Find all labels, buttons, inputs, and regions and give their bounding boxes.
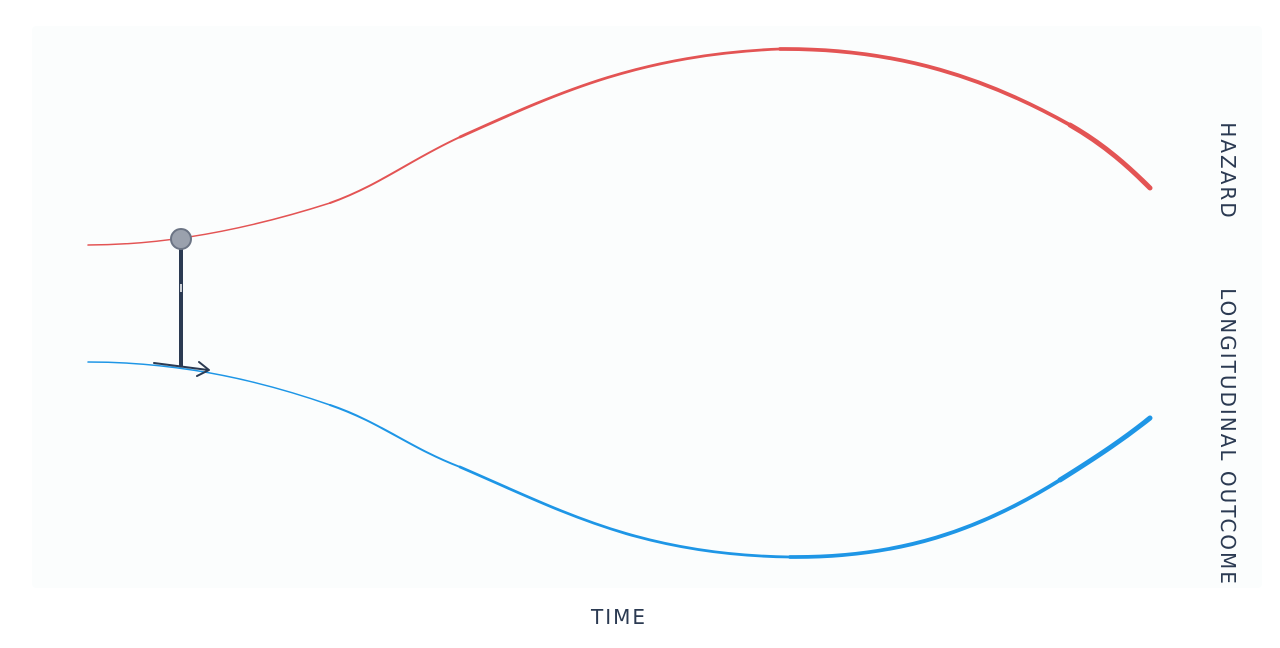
hazard-curve: [87, 47, 1153, 246]
outcome-curve: [87, 361, 1153, 559]
hazard-axis-label: HAZARD: [1216, 122, 1240, 220]
outcome-axis-label: LONGITUDINAL OUTCOME: [1216, 288, 1240, 586]
tangent-arrow: [153, 361, 210, 377]
x-axis-label: TIME: [590, 605, 648, 629]
hazard-point-marker: [170, 228, 192, 250]
